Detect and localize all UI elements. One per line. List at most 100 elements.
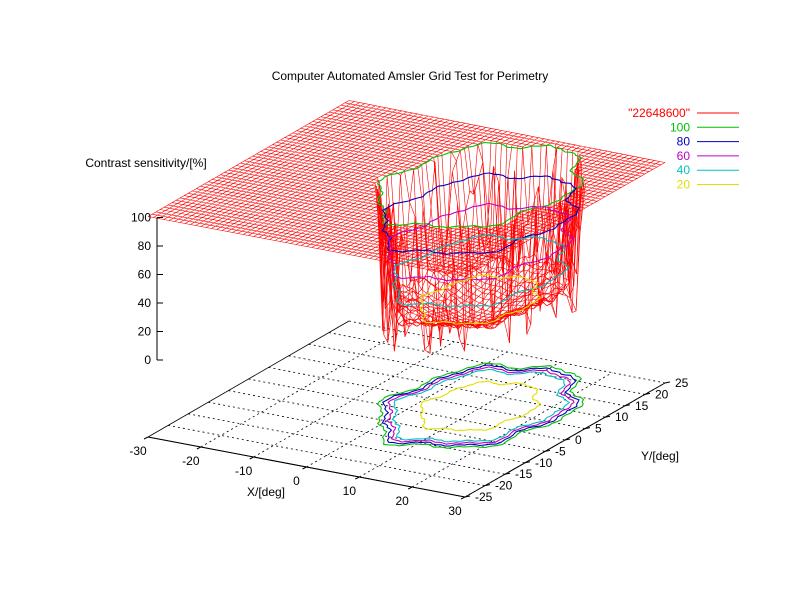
z-tick-label: 20 (138, 325, 152, 339)
y-tick-label: 5 (595, 422, 602, 436)
surface-column (464, 162, 666, 277)
surface-column (195, 109, 397, 226)
surface-column (443, 158, 645, 273)
contour-base-80 (381, 364, 580, 447)
legend-label: 20 (677, 178, 691, 192)
surface-column (264, 122, 466, 239)
surface-column (417, 152, 618, 344)
y-tick-label: -20 (495, 479, 513, 493)
surface-column (248, 119, 450, 236)
contour-lines (376, 362, 585, 449)
surface-column (343, 138, 545, 341)
surface-column (338, 137, 539, 352)
y-tick-label: -10 (535, 456, 553, 470)
x-tick-mark (355, 476, 360, 480)
y-tick-mark (544, 449, 551, 452)
contour-surface-40 (391, 233, 571, 308)
grid-line-y (348, 320, 666, 384)
z-tick-label: 40 (138, 296, 152, 310)
z-tick-label: 0 (144, 353, 151, 367)
x-tick-mark (407, 486, 413, 490)
surface-column (163, 103, 365, 220)
contour-base-60 (386, 366, 575, 445)
x-tick-mark (196, 446, 202, 450)
surface-column (153, 101, 355, 218)
z-axis-label: Contrast sensitivity/[%] (85, 156, 206, 170)
grid-line-y (248, 378, 566, 441)
surface-column (311, 132, 513, 330)
surface-column (205, 111, 408, 228)
legend-label: 100 (670, 120, 690, 134)
surface-row (200, 186, 518, 341)
y-tick-label: 25 (675, 376, 689, 390)
surface-column (190, 108, 392, 225)
y-tick-mark (624, 404, 631, 407)
grid-line-x (253, 341, 455, 458)
y-tick-label: -15 (515, 467, 533, 481)
surface-column (459, 161, 660, 276)
surface-column (237, 117, 439, 234)
y-tick-mark (484, 484, 491, 487)
surface-column (253, 120, 455, 237)
grid-line-y (188, 413, 506, 475)
surface-column (454, 160, 655, 275)
x-axis-label: X/[deg] (247, 485, 285, 499)
grid-line-x (200, 330, 402, 448)
y-tick-label: -5 (555, 444, 566, 458)
surface-column (184, 107, 387, 224)
y-tick-mark (644, 392, 651, 395)
x-tick-label: -20 (182, 454, 200, 468)
y-tick-label: -25 (475, 490, 493, 504)
grid-line-y (228, 390, 546, 452)
surface-mesh (147, 100, 666, 355)
surface-column (438, 157, 639, 272)
x-tick-label: 20 (395, 494, 409, 508)
x-tick-label: -30 (129, 444, 147, 458)
y-tick-label: 20 (655, 387, 669, 401)
legend-label: 80 (677, 135, 691, 149)
surface-column (269, 124, 471, 240)
chart-title: Computer Automated Amsler Grid Test for … (272, 69, 549, 83)
surface-column (168, 104, 371, 221)
grid-line-y (268, 367, 586, 429)
grid-line-y (168, 425, 486, 486)
z-axis: 0 20 40 60 80 100 (131, 211, 163, 367)
y-tick-mark (504, 472, 511, 475)
x-tick-mark (302, 466, 307, 470)
contour-base-100 (376, 362, 585, 449)
y-tick-label: 0 (575, 433, 582, 447)
contour-surface-20 (419, 274, 541, 325)
surface-column (322, 134, 523, 313)
surface-column (401, 149, 602, 329)
z-tick-label: 60 (138, 268, 152, 282)
contour-surface-60 (386, 202, 575, 282)
x-tick-mark (460, 496, 466, 500)
y-tick-label: 15 (635, 399, 649, 413)
contour-base-40 (391, 368, 571, 443)
surface-column (147, 100, 350, 217)
y-tick-label: 10 (615, 410, 629, 424)
legend-label: 60 (677, 149, 691, 163)
surface-column (200, 110, 402, 227)
surface-column (449, 159, 650, 274)
y-tick-mark (524, 461, 531, 464)
surface-column (422, 153, 624, 335)
surface-row (272, 144, 590, 318)
grid-line-y (288, 355, 606, 418)
y-axis-ticks: -25-20-15-10-5 05 10 15 20 25 (464, 376, 689, 504)
legend-label: "22648600" (628, 106, 690, 120)
surface-column (179, 106, 381, 223)
contour-surface-80 (381, 172, 580, 255)
grid-line-y (208, 401, 526, 464)
contour-surface-100 (376, 141, 585, 229)
contour-base-20 (419, 380, 541, 432)
surface-column (227, 115, 429, 232)
legend-label: 40 (677, 163, 691, 177)
x-tick-label: 30 (448, 504, 462, 518)
y-tick-mark (564, 438, 571, 441)
base-grid (147, 320, 666, 498)
surface-column (332, 136, 534, 323)
surface-column (406, 150, 608, 330)
surface-column (412, 151, 613, 326)
y-tick-mark (464, 495, 471, 498)
